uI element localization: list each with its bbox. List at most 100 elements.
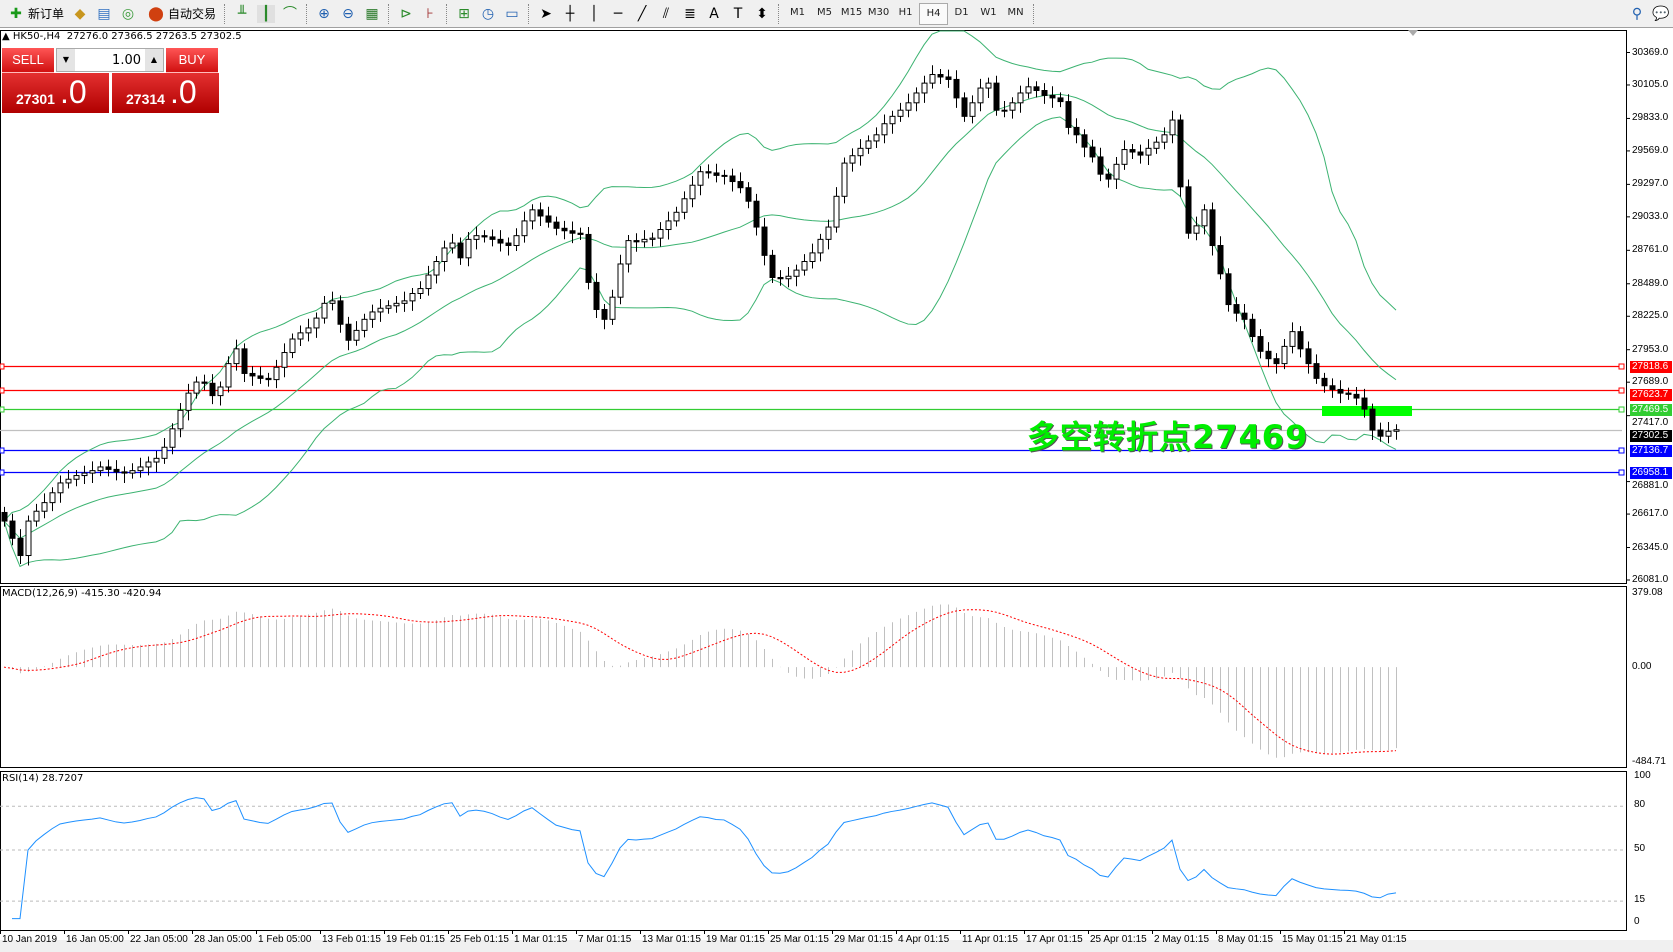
- level-handle-left: [0, 363, 5, 370]
- periods-icon[interactable]: ◷: [481, 5, 495, 22]
- arrows-icon[interactable]: ⬍: [756, 5, 768, 22]
- candlestick-icon[interactable]: ┃: [257, 4, 276, 23]
- timeframe-d1[interactable]: D1: [954, 6, 969, 18]
- candle-bearish: [1217, 245, 1224, 275]
- candle-bullish: [145, 461, 152, 468]
- candle-bullish: [1289, 331, 1296, 347]
- candle-bullish: [929, 74, 936, 84]
- price-axis-label: 26345.0: [1632, 541, 1669, 553]
- timeframe-m1[interactable]: M1: [790, 6, 806, 18]
- candle-bearish: [633, 240, 640, 243]
- sell-price-box[interactable]: 27301 .0: [2, 73, 109, 113]
- candle-bullish: [321, 302, 328, 319]
- level-handle-right: [1618, 363, 1625, 370]
- cursor-icon[interactable]: ➤: [540, 5, 552, 22]
- candle-bearish: [1105, 173, 1112, 180]
- candle-bullish: [657, 229, 664, 239]
- equidistant-channel-icon[interactable]: ⫽: [662, 5, 670, 22]
- candle-bearish: [1369, 408, 1376, 431]
- candle-bearish: [345, 323, 352, 341]
- candle-bearish: [1097, 156, 1104, 175]
- candle-bullish: [353, 329, 360, 341]
- candle-bullish: [329, 300, 336, 304]
- horizontal-line-icon[interactable]: ─: [613, 5, 623, 22]
- new-order-button[interactable]: ✚ 新订单: [0, 2, 68, 26]
- chart-info: ▲ HK50-,H4 27276.0 27366.5 27263.5 27302…: [2, 31, 242, 42]
- sell-button[interactable]: SELL: [2, 48, 54, 73]
- candle-bullish: [673, 211, 680, 222]
- price-axis-label: 28489.0: [1632, 277, 1669, 289]
- timeframe-h4[interactable]: H4: [919, 2, 949, 25]
- candle-bearish: [1065, 101, 1072, 128]
- candle-bullish: [817, 238, 824, 254]
- time-axis-label: 16 Jan 05:00: [66, 934, 124, 945]
- toolbar-separator: [306, 3, 308, 24]
- navigator-icon[interactable]: ◎: [121, 5, 135, 22]
- tile-windows-icon[interactable]: ▦: [365, 5, 379, 22]
- lot-size-input[interactable]: ▼ 1.00 ▲: [56, 48, 164, 72]
- timeframe-m30[interactable]: M30: [867, 6, 890, 18]
- market-watch-icon[interactable]: ◆: [74, 5, 86, 22]
- timeframe-bar: M1 M5 M15 M30 H1 H4 D1 W1 MN: [784, 2, 1029, 25]
- text-icon[interactable]: A: [709, 5, 719, 22]
- candle-bearish: [729, 175, 736, 183]
- bar-chart-icon[interactable]: ╨: [237, 5, 247, 22]
- candle-bullish: [377, 307, 384, 313]
- candle-bullish: [1281, 345, 1288, 365]
- candle-bearish: [1241, 312, 1248, 320]
- candle-bullish: [1121, 149, 1128, 165]
- candle-bullish: [697, 171, 704, 186]
- line-chart-icon[interactable]: ⌒: [283, 5, 298, 22]
- crosshair-icon[interactable]: ┼: [565, 5, 575, 22]
- candle-bearish: [1041, 90, 1048, 96]
- level-handle-left: [0, 387, 5, 394]
- candle-bullish: [977, 87, 984, 104]
- text-label-icon[interactable]: T: [733, 5, 743, 22]
- time-axis-label: 1 Feb 05:00: [258, 934, 312, 945]
- candle-bullish: [865, 140, 872, 149]
- auto-trading-button[interactable]: ⬤ 自动交易: [140, 2, 220, 26]
- bollinger-lower: [3, 116, 1397, 568]
- zoom-out-icon[interactable]: ⊖: [342, 5, 354, 22]
- indicators-icon[interactable]: ⊞: [458, 5, 470, 22]
- search-icon[interactable]: ⚲: [1631, 5, 1643, 22]
- candle-bearish: [1265, 350, 1272, 360]
- vertical-line-icon[interactable]: │: [589, 5, 599, 22]
- candle-bullish: [625, 240, 632, 265]
- time-axis-label: 21 May 01:15: [1346, 934, 1407, 945]
- buy-button[interactable]: BUY: [166, 48, 218, 73]
- candle-bullish: [809, 252, 816, 263]
- fibonacci-icon[interactable]: ≣: [684, 5, 696, 22]
- candle-bullish: [465, 238, 472, 259]
- candle-bullish: [417, 288, 424, 294]
- timeframe-h1[interactable]: H1: [898, 6, 913, 18]
- candle-bearish: [1137, 151, 1144, 156]
- candle-bullish: [89, 470, 96, 474]
- trendline-icon[interactable]: ╱: [637, 5, 647, 22]
- rsi-axis-label: 100: [1634, 770, 1651, 781]
- lot-decrease-button[interactable]: ▼: [57, 49, 75, 71]
- candle-bearish: [553, 221, 560, 229]
- timeframe-mn[interactable]: MN: [1007, 6, 1024, 18]
- main-panel-frame: [0, 30, 1627, 584]
- candle-bullish: [273, 366, 280, 381]
- chart-shift-icon[interactable]: ⊦: [426, 5, 434, 22]
- candle-bullish: [1193, 225, 1200, 234]
- timeframe-m5[interactable]: M5: [817, 6, 833, 18]
- rsi-label: RSI(14) 28.7207: [2, 773, 84, 784]
- candle-bearish: [489, 236, 496, 240]
- lot-value[interactable]: 1.00: [112, 52, 141, 68]
- timeframe-w1[interactable]: W1: [980, 6, 997, 18]
- chat-icon[interactable]: 💬: [1652, 5, 1670, 22]
- zoom-in-icon[interactable]: ⊕: [318, 5, 330, 22]
- buy-price-box[interactable]: 27314 .0: [112, 73, 219, 113]
- candle-bullish: [433, 261, 440, 276]
- time-axis-label: 7 Mar 01:15: [578, 934, 632, 945]
- auto-scroll-icon[interactable]: ⊳: [400, 5, 412, 22]
- timeframe-m15[interactable]: M15: [840, 6, 863, 18]
- templates-icon[interactable]: ▭: [505, 5, 519, 22]
- data-window-icon[interactable]: ▤: [97, 5, 111, 22]
- lot-increase-button[interactable]: ▲: [145, 49, 163, 71]
- candle-bullish: [169, 428, 176, 448]
